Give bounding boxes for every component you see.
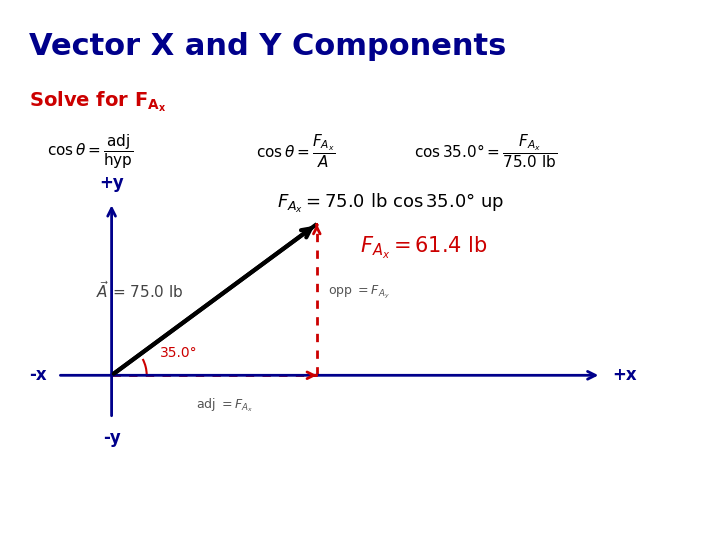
Text: $\vec{A}$ = 75.0 lb: $\vec{A}$ = 75.0 lb xyxy=(96,280,184,301)
Text: +y: +y xyxy=(99,174,124,192)
Text: opp $= F_{A_y}$: opp $= F_{A_y}$ xyxy=(328,284,390,301)
Text: Solve for $\mathbf{F_{A_x}}$: Solve for $\mathbf{F_{A_x}}$ xyxy=(29,89,166,114)
Text: $\cos 35.0° = \dfrac{F_{A_x}}{75.0\ \mathrm{lb}}$: $\cos 35.0° = \dfrac{F_{A_x}}{75.0\ \mat… xyxy=(414,132,557,170)
Text: $F_{A_x} = 75.0\ \mathrm{lb}\ \cos 35.0°\ \mathrm{up}$: $F_{A_x} = 75.0\ \mathrm{lb}\ \cos 35.0°… xyxy=(277,192,505,215)
Text: $F_{A_x} = 61.4\ \mathrm{lb}$: $F_{A_x} = 61.4\ \mathrm{lb}$ xyxy=(360,235,488,261)
Text: $\cos\theta = \dfrac{F_{A_x}}{A}$: $\cos\theta = \dfrac{F_{A_x}}{A}$ xyxy=(256,132,335,170)
Text: -y: -y xyxy=(103,429,120,447)
Text: -x: -x xyxy=(30,366,47,384)
Text: +x: +x xyxy=(612,366,636,384)
Text: 35.0°: 35.0° xyxy=(160,347,197,361)
Text: adj $= F_{A_x}$: adj $= F_{A_x}$ xyxy=(196,397,253,415)
Text: Vector X and Y Components: Vector X and Y Components xyxy=(29,32,506,62)
Text: $\cos\theta = \dfrac{\mathrm{adj}}{\mathrm{hyp}}$: $\cos\theta = \dfrac{\mathrm{adj}}{\math… xyxy=(47,132,133,171)
